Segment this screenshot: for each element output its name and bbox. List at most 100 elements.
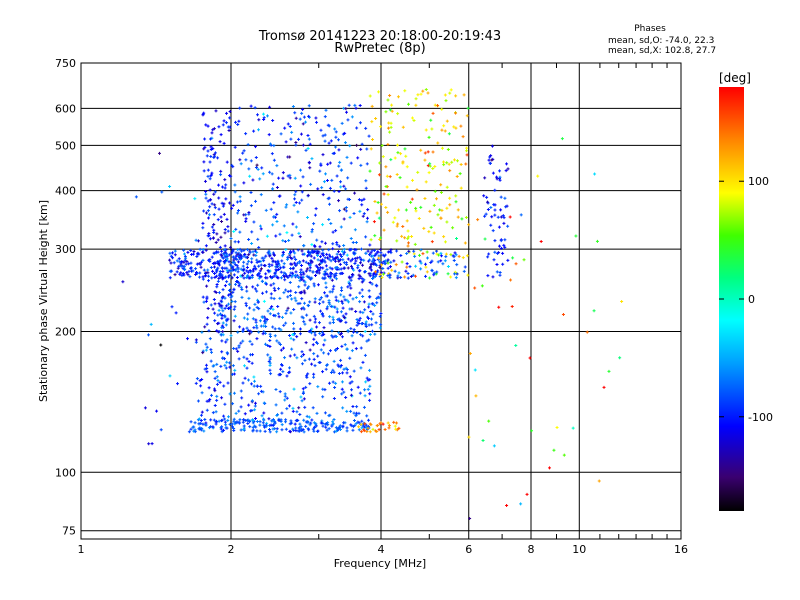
data-point xyxy=(493,208,497,212)
data-point xyxy=(216,156,220,160)
data-point xyxy=(404,269,408,273)
data-point xyxy=(294,190,298,194)
data-point xyxy=(431,111,435,115)
data-point xyxy=(310,418,314,422)
data-point xyxy=(244,217,248,221)
data-point xyxy=(220,220,224,224)
data-point xyxy=(288,273,292,277)
data-point xyxy=(439,259,443,263)
data-point xyxy=(267,428,271,432)
data-point xyxy=(395,421,399,425)
data-point xyxy=(268,142,272,146)
data-point xyxy=(184,262,188,266)
data-point xyxy=(357,319,361,323)
data-point xyxy=(344,187,348,191)
data-point xyxy=(357,198,361,202)
data-point xyxy=(294,225,298,229)
data-point xyxy=(386,193,390,197)
data-point xyxy=(483,214,487,218)
data-point xyxy=(355,143,359,147)
data-point xyxy=(342,217,346,221)
data-point xyxy=(459,186,463,190)
data-point xyxy=(265,114,269,118)
data-point xyxy=(340,380,344,384)
data-point xyxy=(313,250,317,254)
data-point xyxy=(514,343,518,347)
data-point xyxy=(230,206,234,210)
data-point xyxy=(245,265,249,269)
data-point xyxy=(224,183,228,187)
data-point xyxy=(213,319,217,323)
data-point xyxy=(440,128,444,132)
data-point xyxy=(302,353,306,357)
data-point xyxy=(409,275,413,279)
data-point xyxy=(287,404,291,408)
data-point xyxy=(189,266,193,270)
data-point xyxy=(329,222,333,226)
data-point xyxy=(216,238,220,242)
data-point xyxy=(306,146,310,150)
data-point xyxy=(316,187,320,191)
y-tick-label: 750 xyxy=(55,57,76,70)
data-point xyxy=(396,112,400,116)
data-point xyxy=(426,91,430,95)
data-point xyxy=(211,147,215,151)
data-point xyxy=(316,354,320,358)
data-point xyxy=(356,385,360,389)
data-point xyxy=(383,427,387,431)
data-point xyxy=(313,213,317,217)
colorbar-label: [deg] xyxy=(719,71,751,85)
data-point xyxy=(235,280,239,284)
data-point xyxy=(230,299,234,303)
data-point xyxy=(405,165,409,169)
data-point xyxy=(337,189,341,193)
data-point xyxy=(357,273,361,277)
data-point xyxy=(359,333,363,337)
data-point xyxy=(498,178,502,182)
data-point xyxy=(205,295,209,299)
data-point xyxy=(355,323,359,327)
data-point xyxy=(204,342,208,346)
data-point xyxy=(245,262,249,266)
data-point xyxy=(365,147,369,151)
data-point xyxy=(253,379,257,383)
data-point xyxy=(355,256,359,260)
data-point xyxy=(259,324,263,328)
data-point xyxy=(315,341,319,345)
data-point xyxy=(417,216,421,220)
data-point xyxy=(445,206,449,210)
data-point xyxy=(367,272,371,276)
data-point xyxy=(217,263,221,267)
data-point xyxy=(257,118,261,122)
data-point xyxy=(312,222,316,226)
data-point xyxy=(378,272,382,276)
data-point xyxy=(241,151,245,155)
data-point xyxy=(183,258,187,262)
data-point xyxy=(297,406,301,410)
data-point xyxy=(275,164,279,168)
data-point xyxy=(493,203,497,207)
data-point xyxy=(303,280,307,284)
data-point xyxy=(502,221,506,225)
data-point xyxy=(345,110,349,114)
data-point xyxy=(368,368,372,372)
data-point xyxy=(352,369,356,373)
data-point xyxy=(423,151,427,155)
data-point xyxy=(207,399,211,403)
data-point xyxy=(201,248,205,252)
data-point xyxy=(367,305,371,309)
data-point xyxy=(335,255,339,259)
data-point xyxy=(365,430,369,434)
data-point xyxy=(340,299,344,303)
data-point xyxy=(370,329,374,333)
y-tick-label: 600 xyxy=(55,102,76,115)
data-point xyxy=(297,426,301,430)
data-point xyxy=(248,276,252,280)
data-point xyxy=(400,234,404,238)
data-point xyxy=(134,195,138,199)
data-point xyxy=(607,369,611,373)
data-point xyxy=(388,265,392,269)
data-point xyxy=(334,271,338,275)
data-point xyxy=(321,300,325,304)
data-point xyxy=(352,419,356,423)
